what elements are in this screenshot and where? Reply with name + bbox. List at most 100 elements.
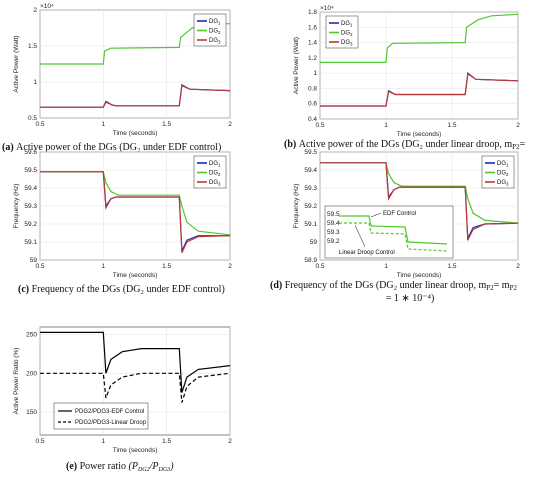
inset-box: [324, 205, 454, 259]
series-line-3: [320, 72, 519, 107]
y-tick-label: 59: [310, 239, 318, 246]
legend-entry-label: DG2: [209, 29, 221, 36]
x-tick-label: 1: [384, 263, 388, 270]
inset-arrow-edf: [370, 212, 382, 218]
y-tick-label: 0.8: [308, 85, 317, 92]
y-tick-label: 250: [26, 332, 37, 339]
y-tick-label: 59.5: [24, 167, 37, 174]
x-tick-label: 1.5: [162, 121, 171, 128]
x-tick-label: 1.5: [162, 438, 171, 445]
x-axis-label: Time (seconds): [113, 272, 158, 279]
y-tick-label: 1.6: [308, 24, 317, 31]
y-tick-label: 1.8: [308, 9, 317, 16]
chart-panel-e: 0.5 1 1.5 2 150 200 250 Time (seconds) Active Po…: [13, 326, 232, 473]
x-tick-label: 0.5: [35, 438, 44, 445]
x-tick-label: 1: [102, 121, 106, 128]
inset-line-edf: [339, 215, 448, 245]
legend-entry-label: DG3: [497, 180, 509, 187]
y-tick-label: 1: [313, 70, 317, 77]
y-tick-label: 59.6: [24, 149, 37, 156]
series-line-3: [320, 162, 519, 241]
x-axis-label: Time (seconds): [113, 130, 158, 137]
y-tick-label: 59.3: [304, 185, 317, 192]
x-tick-label: 1.5: [447, 122, 456, 129]
inset-label-linear: Linear Droop Control: [339, 250, 395, 256]
series-line-2: [320, 13, 519, 63]
legend-entry-label: DG3: [209, 180, 221, 187]
series-line-3: [40, 84, 231, 108]
legend-entry-label: DG2: [497, 171, 509, 178]
y-tick-label: 200: [26, 370, 37, 377]
x-axis-label: Time (seconds): [397, 272, 442, 279]
x-tick-label: 1: [102, 438, 106, 445]
y-axis-label: Active Power Ratio (%): [13, 348, 20, 415]
exponent-label: ×10⁴: [320, 5, 334, 12]
caption-d: (d) Frequency of the DGs (DG₂ under line…: [270, 280, 517, 292]
legend-entry-label: DG1: [341, 21, 353, 28]
legend-entry-label: DG3: [209, 38, 221, 45]
x-tick-label: 2: [516, 122, 520, 129]
exponent-label: ×10⁴: [40, 3, 54, 10]
y-tick-label: 59.3: [24, 203, 37, 210]
legend-entry-label: DG2: [209, 171, 221, 178]
series-line-2: [40, 372, 231, 403]
x-tick-label: 2: [228, 438, 232, 445]
caption-a: (a) Active power of the DGs (DG₂ under E…: [2, 142, 221, 153]
y-tick-label: 1.4: [308, 40, 317, 47]
x-axis-label: Time (seconds): [397, 131, 442, 138]
legend-entry-label: PDG2/PDG3-EDF Control: [75, 409, 144, 415]
legend-entry-label: DG3: [341, 40, 353, 47]
y-tick-label: 150: [26, 409, 37, 416]
y-tick-label: 58.9: [304, 257, 317, 264]
x-tick-label: 2: [228, 121, 232, 128]
x-tick-label: 0.5: [315, 263, 324, 270]
legend-entry-label: DG1: [497, 161, 509, 168]
x-tick-label: 0.5: [35, 121, 44, 128]
y-tick-label: 59.2: [24, 221, 37, 228]
y-tick-label: 59.1: [24, 239, 37, 246]
inset-line-linear: [339, 222, 448, 252]
y-tick-label: 0.4: [308, 116, 317, 123]
y-tick-label: 59: [30, 257, 38, 264]
inset-y-tick-label: 59.5: [327, 211, 340, 218]
x-axis-label: Time (seconds): [113, 447, 158, 454]
y-tick-label: 1: [33, 79, 37, 86]
series-line-2: [40, 171, 231, 236]
y-axis-label: Frequency (Hz): [13, 184, 20, 229]
y-tick-label: 59.1: [304, 221, 317, 228]
series-line-3: [40, 171, 231, 254]
series-line-1: [40, 331, 231, 393]
chart-panel-a: 0.5 1 1.5 2 0.5 1 1.5 2 Time (seconds) Active Pow…: [2, 3, 232, 153]
x-tick-label: 1: [384, 122, 388, 129]
caption-c: (c) Frequency of the DGs (DG₂ under EDF …: [18, 284, 225, 295]
y-tick-label: 1.5: [28, 43, 37, 50]
legend-entry-label: DG1: [209, 161, 221, 168]
y-tick-label: 59.4: [304, 167, 317, 174]
y-tick-label: 0.5: [28, 115, 37, 122]
x-tick-label: 0.5: [35, 263, 44, 270]
y-axis-label: Frequency (Hz): [293, 184, 300, 229]
inset-y-tick-label: 59.3: [327, 229, 340, 236]
y-tick-label: 1.2: [308, 55, 317, 62]
inset-arrow-linear: [354, 224, 366, 248]
x-tick-label: 1.5: [162, 263, 171, 270]
caption-d-line2: = 1 ∗ 10⁻⁴): [386, 293, 435, 304]
y-axis-label: Active Power (Watt): [13, 35, 20, 92]
legend-entry-label: DG1: [209, 19, 221, 26]
y-tick-label: 59.5: [304, 149, 317, 156]
inset-y-tick-label: 59.4: [327, 220, 340, 227]
inset-y-tick-label: 59.2: [327, 238, 340, 245]
x-tick-label: 0.5: [315, 122, 324, 129]
chart-panel-d: 0.5 1 1.5 2 58.9 59 59.1 59.2 59.3 59.4 59.5 Time (…: [270, 149, 520, 304]
inset-label-edf: EDF Control: [383, 211, 416, 217]
x-tick-label: 2: [228, 263, 232, 270]
x-tick-label: 2: [516, 263, 520, 270]
legend-box: [53, 402, 149, 430]
y-tick-label: 0.6: [308, 101, 317, 108]
legend-entry-label: DG2: [341, 31, 353, 38]
x-tick-label: 1: [102, 263, 106, 270]
chart-panel-c: 0.5 1 1.5 2 59 59.1 59.2 59.3 59.4 59.5 59.6 Time (…: [13, 149, 232, 295]
caption-b: (b) Active power of the DGs (DG₂ under l…: [284, 139, 526, 151]
y-axis-label: Active Power (Watt): [293, 37, 300, 94]
